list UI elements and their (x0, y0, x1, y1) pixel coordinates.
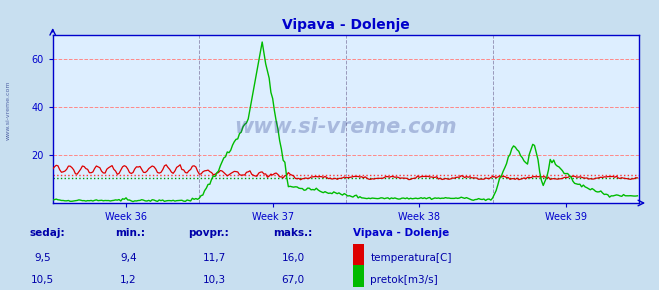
Text: min.:: min.: (115, 228, 146, 238)
Text: 16,0: 16,0 (281, 253, 305, 263)
Text: sedaj:: sedaj: (30, 228, 65, 238)
Title: Vipava - Dolenje: Vipava - Dolenje (282, 18, 410, 32)
Text: www.si-vreme.com: www.si-vreme.com (235, 117, 457, 137)
Text: 11,7: 11,7 (202, 253, 226, 263)
Text: 1,2: 1,2 (120, 275, 137, 285)
Text: www.si-vreme.com: www.si-vreme.com (5, 80, 11, 140)
Text: pretok[m3/s]: pretok[m3/s] (370, 275, 438, 285)
Text: 9,5: 9,5 (34, 253, 51, 263)
Text: 10,5: 10,5 (31, 275, 55, 285)
Text: temperatura[C]: temperatura[C] (370, 253, 452, 263)
Text: 9,4: 9,4 (120, 253, 137, 263)
Text: povpr.:: povpr.: (188, 228, 229, 238)
Text: 67,0: 67,0 (281, 275, 305, 285)
Text: Vipava - Dolenje: Vipava - Dolenje (353, 228, 449, 238)
Text: maks.:: maks.: (273, 228, 313, 238)
Text: 10,3: 10,3 (202, 275, 226, 285)
